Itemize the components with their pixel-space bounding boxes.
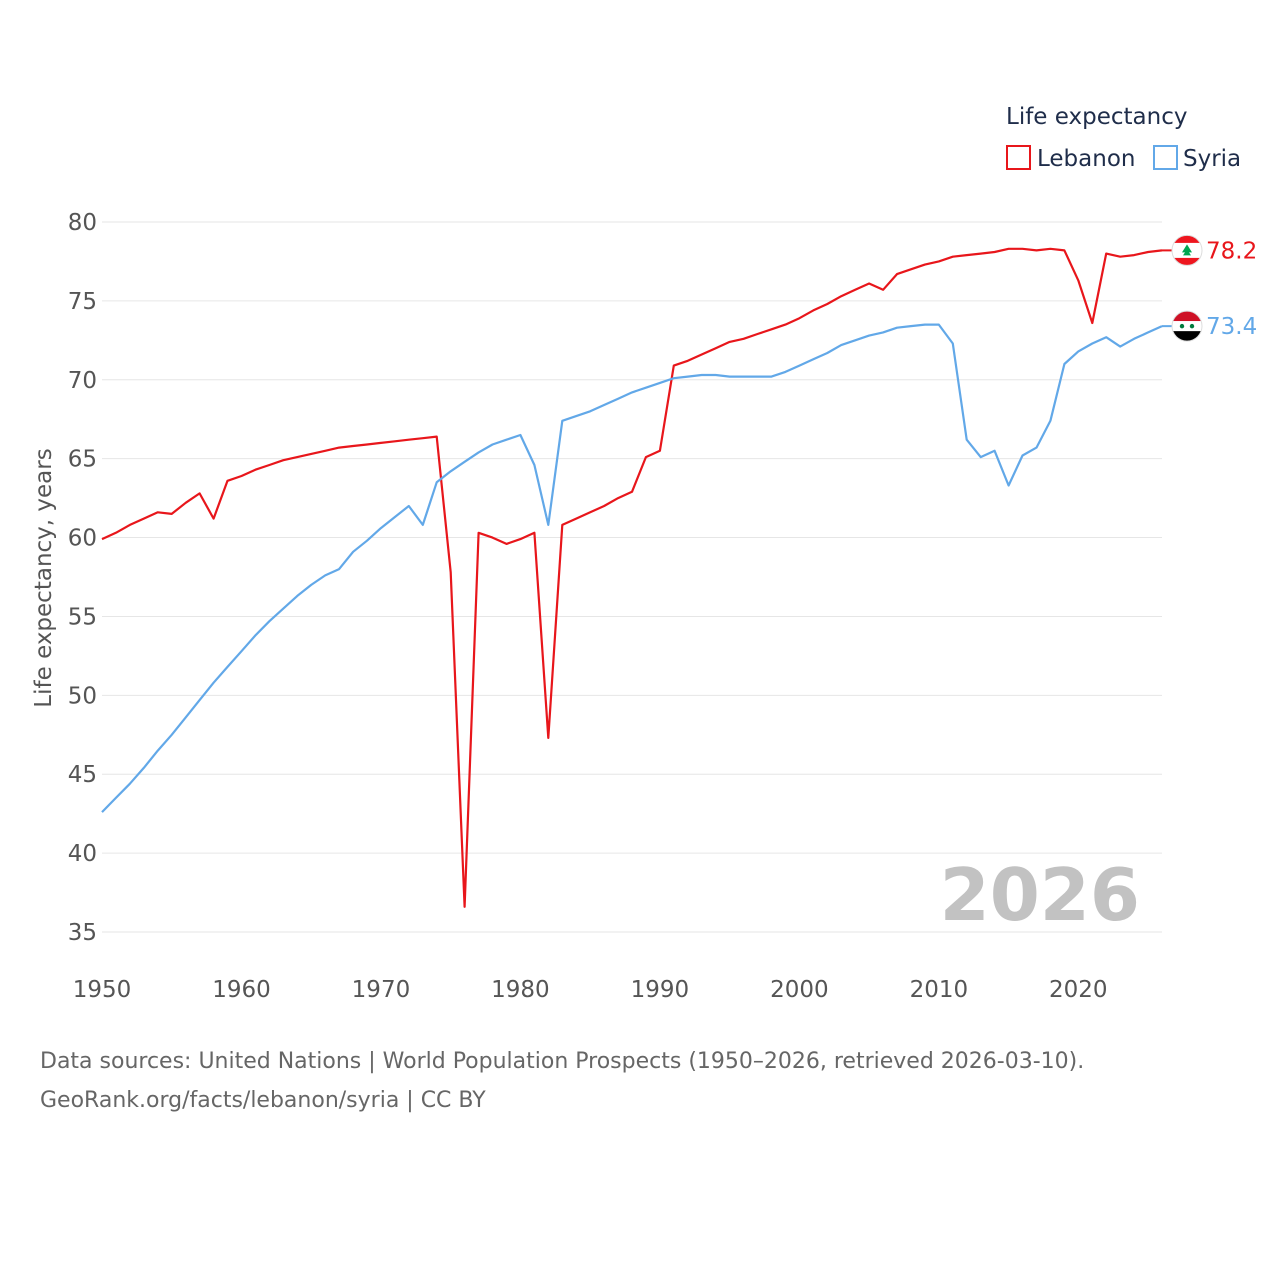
end-value-lebanon: 78.2	[1206, 238, 1257, 264]
y-tick-label: 55	[68, 604, 97, 630]
y-tick-label: 35	[68, 920, 97, 946]
end-markers: 78.2 73.4	[1162, 234, 1257, 342]
y-tick-label: 75	[68, 289, 97, 315]
legend-swatch-syria	[1153, 145, 1178, 170]
gridlines	[102, 221, 1162, 933]
y-tick-label: 65	[68, 447, 97, 473]
year-watermark: 2026	[940, 853, 1140, 937]
y-tick-label: 80	[68, 210, 97, 236]
cedar-icon	[1182, 244, 1192, 256]
series-lines	[101, 247, 1163, 908]
x-tick-label: 1970	[352, 977, 411, 1003]
legend: Life expectancy Lebanon Syria	[1006, 104, 1241, 172]
flag-ring	[1171, 234, 1203, 266]
legend-label-syria: Syria	[1183, 146, 1241, 172]
flag-stripe	[1172, 311, 1202, 322]
source-line-1: Data sources: United Nations | World Pop…	[40, 1049, 1085, 1074]
y-axis-ticks: 35 40 45 50 55 60 65 70 75 80	[68, 210, 97, 946]
y-tick-label: 60	[68, 526, 97, 552]
flag-stripe	[1172, 321, 1202, 332]
chart: 35 40 45 50 55 60 65 70 75 80 1950 1960 1970 1980 199…	[31, 104, 1257, 1003]
star-icon	[1189, 323, 1195, 329]
y-tick-label: 50	[68, 683, 97, 709]
y-tick-label: 70	[68, 368, 97, 394]
x-tick-label: 2020	[1049, 977, 1108, 1003]
legend-swatch-lebanon	[1006, 145, 1031, 170]
flag-stripe	[1172, 331, 1202, 342]
x-tick-label: 1980	[491, 977, 550, 1003]
end-value-syria: 73.4	[1206, 314, 1257, 340]
x-tick-label: 1960	[212, 977, 271, 1003]
x-tick-label: 2010	[910, 977, 969, 1003]
x-tick-label: 1950	[73, 977, 132, 1003]
source-note: Data sources: United Nations | World Pop…	[40, 1042, 1260, 1120]
star-icon	[1179, 323, 1185, 329]
y-tick-label: 45	[68, 762, 97, 788]
series-line-syria	[101, 323, 1163, 813]
syria-flag-icon	[1172, 311, 1202, 342]
lebanon-flag-icon	[1172, 235, 1202, 266]
flag-ring	[1171, 310, 1203, 342]
x-axis-ticks: 1950 1960 1970 1980 1990 2000 2010 2020	[73, 977, 1108, 1003]
source-line-2: GeoRank.org/facts/lebanon/syria | CC BY	[40, 1088, 486, 1113]
x-tick-label: 2000	[770, 977, 829, 1003]
y-tick-label: 40	[68, 841, 97, 867]
legend-title: Life expectancy	[1006, 104, 1187, 130]
series-line-lebanon	[101, 247, 1163, 908]
legend-label-lebanon: Lebanon	[1037, 146, 1135, 172]
x-tick-label: 1990	[631, 977, 690, 1003]
y-axis-title: Life expectancy, years	[31, 448, 57, 707]
